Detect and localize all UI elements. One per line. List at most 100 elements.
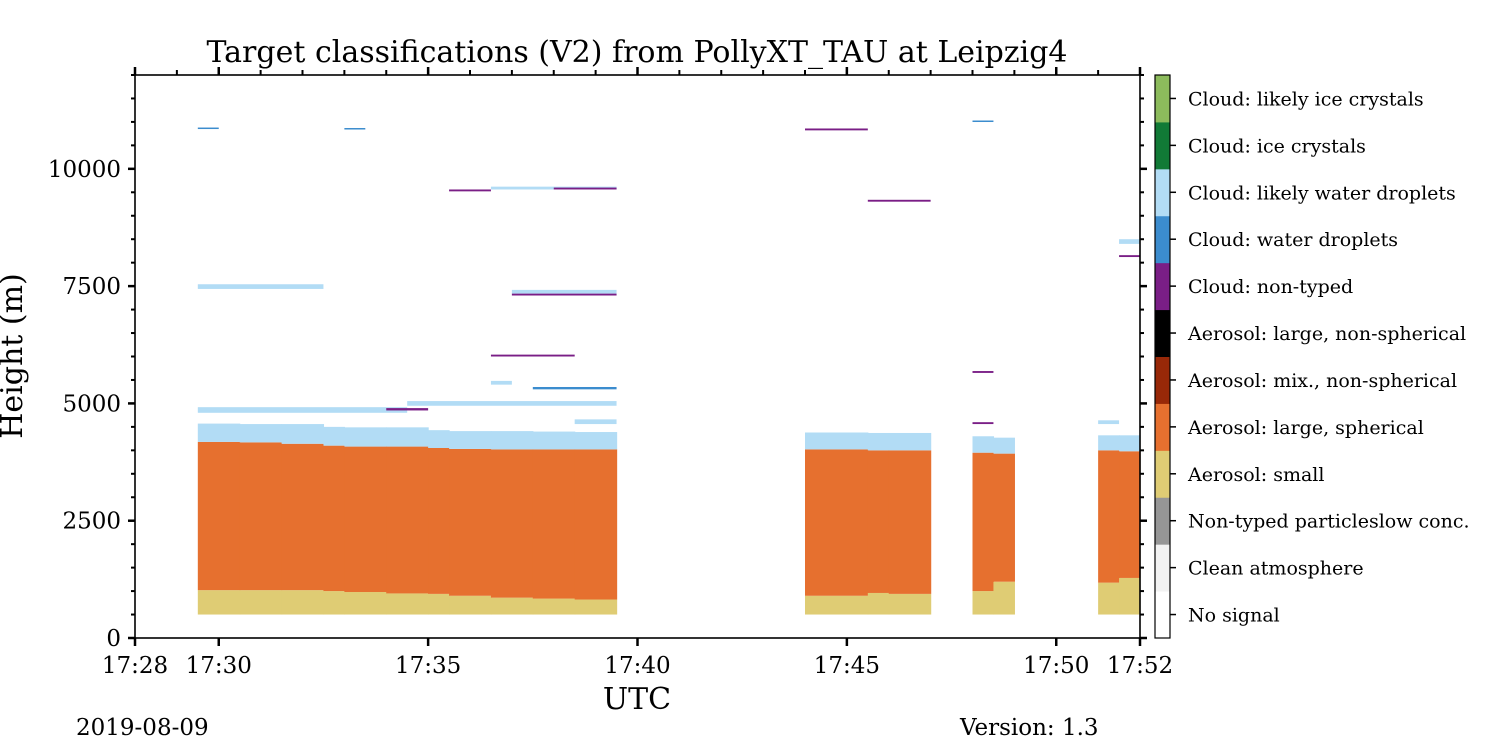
cloud-streak [1119, 239, 1140, 244]
cloud-streak [972, 371, 994, 373]
aerosol-small-bar [239, 590, 283, 615]
aerosol-small-bar [867, 592, 890, 615]
x-tick-label: 17:30 [186, 653, 252, 679]
cloud-layer-bar [888, 432, 932, 451]
aerosol-small-bar [386, 593, 429, 615]
aerosol-large-bar [239, 442, 283, 591]
cloud-layer-bar [532, 431, 576, 450]
cloud-layer-bar [993, 437, 1015, 454]
cloud-layer-bar [1119, 435, 1141, 452]
x-tick-label: 17:28 [102, 653, 168, 679]
cloud-streak [511, 289, 617, 294]
x-tick-label: 17:45 [814, 653, 880, 679]
colorbar-swatch [1155, 262, 1170, 311]
aerosol-small-bar [1119, 577, 1141, 615]
cloud-streak [344, 128, 366, 130]
aerosol-large-bar [888, 450, 932, 594]
aerosol-large-bar [281, 443, 325, 591]
aerosol-large-bar [972, 452, 995, 592]
axes: 0 2500 5000 7500 10000 17:28 17:30 17:35 17:40 17… [48, 67, 1173, 679]
footer-date: 2019-08-09 [76, 715, 209, 741]
cloud-streak [553, 187, 617, 190]
aerosol-large-bar [386, 446, 429, 594]
colorbar-swatch [1155, 544, 1170, 592]
colorbar-label: Aerosol: mix., non-spherical [1187, 370, 1457, 392]
aerosol-large-bar [323, 445, 345, 592]
x-tick-label: 17:52 [1107, 653, 1173, 679]
aerosol-small-bar [574, 599, 618, 615]
aerosol-large-bar [1098, 450, 1120, 583]
colorbar-label: Aerosol: large, non-spherical [1187, 323, 1466, 345]
cloud-layer-bar [428, 430, 450, 448]
cloud-layer-bar [867, 432, 890, 451]
cloud-streak [197, 407, 408, 413]
cloud-streak [197, 127, 219, 130]
colorbar-label: Cloud: likely water droplets [1188, 182, 1456, 204]
y-tick-label: 5000 [62, 391, 121, 417]
colorbar-swatch [1155, 121, 1170, 170]
aerosol-large-bar [344, 446, 387, 593]
x-tick-label: 17:40 [604, 653, 670, 679]
colorbar-frame [1154, 74, 1171, 639]
cloud-streak [197, 284, 324, 289]
colorbar-label: No signal [1188, 605, 1280, 627]
cloud-streak [532, 386, 617, 390]
cloud-layer-bar [490, 431, 534, 450]
cloud-streak [449, 189, 491, 192]
aerosol-large-bar [428, 447, 450, 594]
footer-version: Version: 1.3 [959, 715, 1099, 741]
colorbar-swatch [1155, 403, 1170, 451]
cloud-streak [490, 354, 575, 357]
cloud-streak [1119, 255, 1140, 258]
colorbar-label: Cloud: likely ice crystals [1188, 88, 1424, 110]
colorbar-label: Cloud: non-typed [1188, 276, 1353, 298]
aerosol-small-bar [972, 591, 995, 615]
aerosol-large-bar [867, 450, 890, 593]
aerosol-large-bar [993, 453, 1015, 582]
cloud-streak [386, 408, 429, 411]
colorbar-swatch [1155, 497, 1170, 545]
colorbar-label: Non-typed particleslow conc. [1188, 511, 1470, 533]
cloud-layer-bar [281, 424, 325, 444]
cloud-layer-bar [574, 432, 618, 450]
aerosol-small-bar [323, 591, 345, 615]
aerosol-large-bar [490, 449, 534, 598]
aerosol-small-bar [490, 597, 534, 615]
colorbar-label: Cloud: ice crystals [1188, 135, 1366, 157]
y-tick-label: 2500 [62, 509, 121, 535]
cloud-layer-bar [972, 436, 995, 453]
aerosol-small-bar [344, 592, 387, 615]
cloud-streak [867, 199, 931, 202]
aerosol-large-bar [449, 448, 492, 596]
cloud-streak [805, 128, 868, 131]
cloud-layer-bar [805, 432, 869, 450]
cloud-layer-bar [1098, 435, 1120, 451]
plot-area [197, 120, 1141, 615]
aerosol-large-bar [805, 449, 869, 596]
cloud-streak [511, 293, 617, 296]
colorbar-swatch [1155, 450, 1170, 498]
cloud-layer-bar [197, 423, 241, 442]
cloud-streak [1098, 420, 1120, 425]
aerosol-small-bar [449, 595, 492, 615]
x-tick-label: 17:50 [1023, 653, 1089, 679]
aerosol-small-bar [197, 590, 241, 615]
cloud-streak [972, 120, 994, 123]
aerosol-small-bar [805, 595, 869, 615]
colorbar-label: Cloud: water droplets [1188, 229, 1398, 251]
aerosol-large-bar [532, 449, 576, 599]
y-tick-label: 0 [106, 626, 121, 652]
cloud-streak [972, 422, 994, 425]
colorbar-swatch [1155, 215, 1170, 264]
aerosol-large-bar [197, 441, 241, 591]
cloud-streak [574, 419, 617, 425]
colorbar-label: Clean atmosphere [1188, 558, 1364, 580]
y-axis-label: Height (m) [0, 273, 30, 438]
chart-title: Target classifications (V2) from PollyXT… [206, 35, 1067, 70]
colorbar-label: Aerosol: large, spherical [1187, 417, 1424, 439]
aerosol-small-bar [428, 593, 450, 615]
aerosol-large-bar [1119, 451, 1141, 578]
aerosol-small-bar [281, 590, 325, 615]
colorbar: No signal Clean atmosphere Non-typed parti… [1154, 74, 1470, 639]
